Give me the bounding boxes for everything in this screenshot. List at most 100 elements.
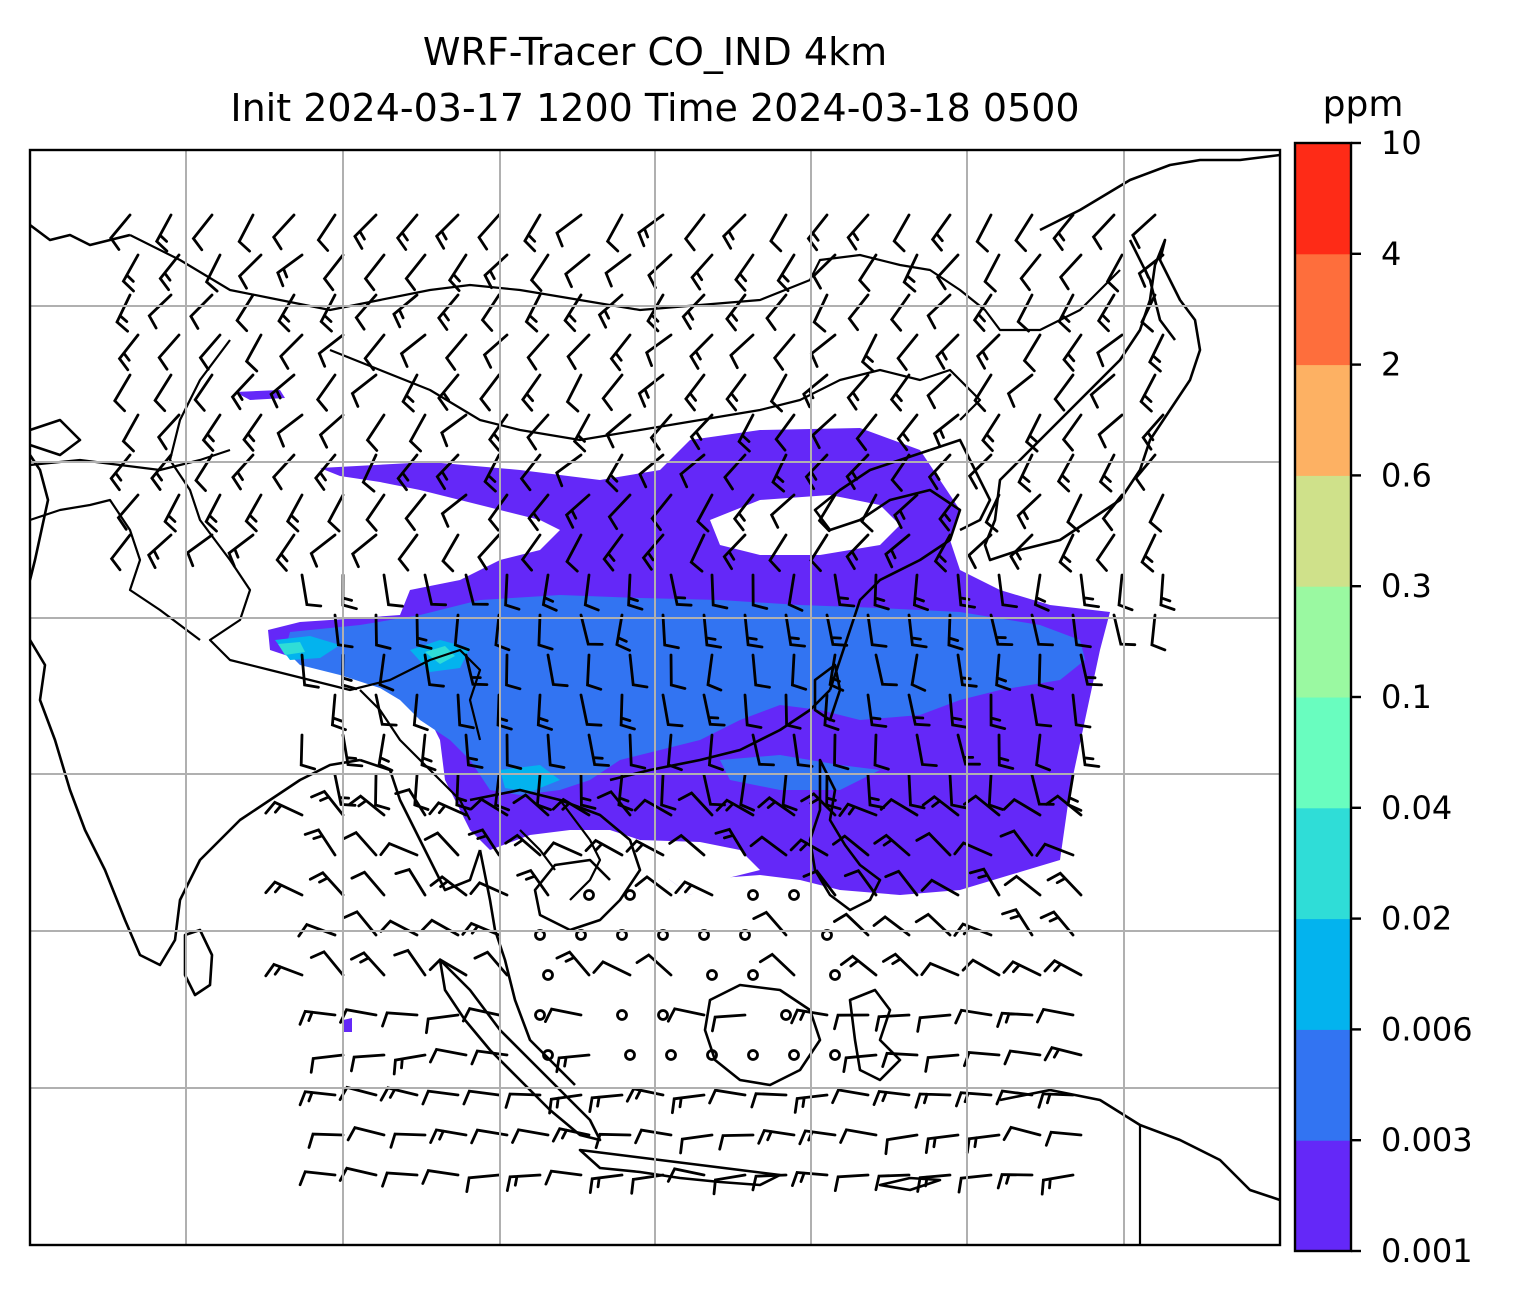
wind-barb: [341, 733, 364, 768]
wind-barb: [551, 797, 591, 817]
wind-barb: [440, 413, 468, 448]
wind-barb: [564, 253, 591, 289]
wind-barb: [1141, 413, 1165, 451]
wind-barb: [915, 831, 952, 857]
wind-barb: [802, 373, 829, 409]
wind-barb: [896, 413, 919, 452]
wind-barb: [860, 493, 878, 533]
plume-level-4b: [278, 642, 305, 655]
coast-borneo: [703, 983, 822, 1087]
wind-barb: [845, 533, 870, 570]
wind-barb: [109, 453, 132, 492]
colorbar-swatches: [1295, 143, 1351, 1252]
wind-barb: [586, 653, 603, 691]
coast-java: [578, 1148, 782, 1187]
wind-barb: [712, 1173, 747, 1196]
wind-barb: [377, 733, 394, 772]
wind-barb: [1071, 693, 1092, 729]
wind-barb-calm: [583, 889, 595, 901]
wind-barb: [379, 919, 419, 937]
wind-barb: [231, 453, 255, 491]
wind-barb: [702, 773, 726, 807]
wind-barb: [204, 253, 222, 293]
wind-barb: [469, 797, 509, 817]
wind-barb: [708, 1088, 747, 1105]
map-title-line1: WRF-Tracer CO_IND 4km: [422, 30, 888, 74]
wind-barb: [725, 373, 747, 412]
wind-barb: [441, 533, 460, 573]
wind-barb: [116, 493, 140, 531]
wind-barb: [483, 253, 509, 290]
wind-barb: [1003, 874, 1042, 897]
border-himalaya: [30, 498, 201, 641]
wind-barb: [1037, 653, 1054, 691]
wind-barb: [714, 827, 747, 857]
border-thai-cambodia: [519, 829, 556, 871]
wind-barb: [429, 1128, 468, 1144]
wind-barb: [453, 613, 470, 652]
wind-barb: [846, 213, 870, 251]
wind-barb: [873, 833, 911, 857]
wind-barb: [802, 869, 837, 897]
wind-barb: [948, 773, 967, 810]
wind-barb: [198, 333, 222, 371]
wind-barb: [338, 1085, 378, 1101]
wind-barb: [494, 773, 511, 812]
wind-barb: [285, 493, 304, 533]
wind-barb: [769, 373, 788, 413]
wind-barb: [938, 493, 960, 532]
wind-barb: [932, 413, 960, 448]
plume-level-4: [425, 646, 455, 664]
wind-barb: [546, 653, 569, 688]
wind-barb: [1066, 493, 1083, 533]
wind-barb-calm: [706, 969, 718, 981]
colorbar-swatch: [1295, 364, 1351, 476]
coast-srilanka: [183, 928, 214, 997]
wind-barb-calm: [747, 969, 759, 981]
wind-barb: [1095, 533, 1116, 572]
wind-barb-calm: [624, 1049, 636, 1061]
wind-barb: [469, 881, 509, 897]
wind-barb: [504, 1092, 542, 1109]
colorbar-tick-label: 0.006: [1381, 1010, 1473, 1048]
wind-barb: [482, 333, 509, 369]
wind-barb: [1022, 333, 1042, 373]
wind-barb: [546, 733, 566, 769]
wind-barb: [555, 1053, 591, 1074]
wind-barb: [330, 693, 347, 732]
wind-barb: [467, 828, 501, 857]
wind-barb: [711, 1013, 747, 1033]
wind-barb: [926, 293, 952, 330]
wind-barb: [429, 1047, 468, 1064]
wind-barb: [389, 1132, 427, 1149]
wind-barb: [842, 1053, 878, 1073]
wind-barb: [872, 1089, 911, 1106]
wind-barb: [933, 533, 952, 573]
wind-barb: [1105, 253, 1124, 293]
wind-barb: [379, 1086, 419, 1102]
wind-barb: [907, 613, 928, 649]
wind-barb: [975, 213, 993, 253]
wind-barb: [1016, 493, 1042, 530]
wind-barb: [972, 293, 993, 332]
wind-barb: [634, 875, 673, 897]
wind-barb: [564, 493, 591, 529]
wind-barb: [394, 787, 427, 817]
wind-barb: [907, 773, 926, 810]
wind-barb: [963, 1051, 1001, 1068]
wind-barb: [381, 1171, 419, 1188]
wind-barb: [464, 733, 484, 769]
wind-barb: [121, 253, 140, 293]
wind-barb: [1140, 293, 1157, 333]
wind-barb: [666, 1007, 706, 1023]
wind-barb: [967, 533, 993, 570]
wind-barb: [1016, 293, 1034, 333]
wind-barb-calm: [829, 969, 841, 981]
wind-barb: [279, 333, 304, 370]
wind-barb: [689, 333, 714, 370]
wind-barb: [752, 910, 788, 937]
wind-barb: [772, 333, 796, 371]
wind-barb: [954, 1008, 993, 1025]
wind-barb: [860, 333, 878, 373]
wind-barb: [423, 831, 460, 857]
